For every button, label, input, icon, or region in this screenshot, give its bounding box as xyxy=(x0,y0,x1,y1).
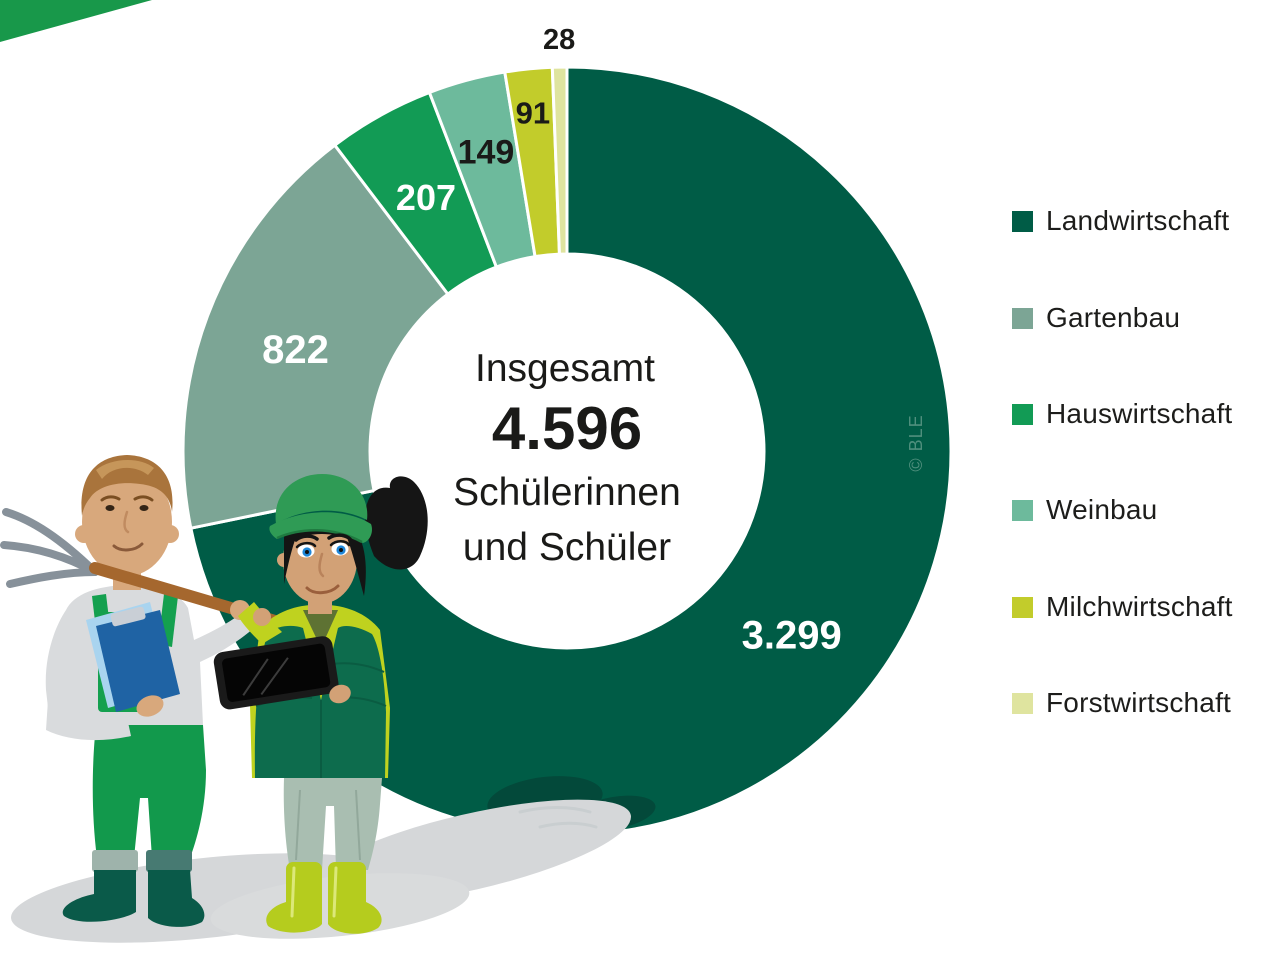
pitchfork-icon xyxy=(0,508,99,588)
man-eye xyxy=(139,505,149,511)
man-face xyxy=(82,468,172,576)
vest-seam xyxy=(331,662,385,673)
woman-ponytail xyxy=(365,476,428,570)
woman-pupil xyxy=(339,548,343,552)
man-pants xyxy=(92,725,206,858)
man-hair-highlight xyxy=(96,459,154,479)
clipboard-board xyxy=(96,610,180,712)
legend-label: Weinbau xyxy=(1046,494,1158,525)
legend-item-hauswirtschaft: Hauswirtschaft xyxy=(1012,398,1232,430)
pants-crease xyxy=(295,789,301,861)
legend-item-landwirtschaft: Landwirtschaft xyxy=(1012,205,1229,237)
pants-crease xyxy=(355,789,361,861)
legend-swatch xyxy=(1012,499,1033,521)
slice-value-forstwirtschaft: 28 xyxy=(543,24,575,56)
woman-eyebrow xyxy=(294,534,319,542)
legend-swatch xyxy=(1012,210,1033,232)
tablet-glare xyxy=(242,657,289,696)
man-nose xyxy=(123,510,130,534)
woman-eyelash xyxy=(329,540,351,547)
man-hand xyxy=(136,695,164,717)
center-line-und-schueler: und Schüler xyxy=(463,526,671,569)
woman-cap xyxy=(275,474,368,524)
corner-ribbon xyxy=(0,0,152,42)
donut-center-text: Insgesamt 4.596 Schülerinnen und Schüler xyxy=(453,347,681,569)
legend-label: Landwirtschaft xyxy=(1046,205,1230,236)
slice-value-weinbau: 149 xyxy=(458,134,515,172)
legend-item-gartenbau: Gartenbau xyxy=(1012,302,1180,334)
man-boot xyxy=(148,870,205,927)
legend-item-forstwirtschaft: Forstwirtschaft xyxy=(1012,687,1231,719)
woman-pupil xyxy=(305,550,309,554)
legend-item-weinbau: Weinbau xyxy=(1012,494,1157,526)
man-forearm xyxy=(46,700,131,741)
donut-slice-forstwirtschaft xyxy=(550,65,569,256)
woman-nose xyxy=(318,552,325,578)
legend-label: Milchwirtschaft xyxy=(1046,591,1233,622)
man-boot xyxy=(62,870,136,922)
man-mouth xyxy=(112,542,144,552)
center-line-insgesamt: Insgesamt xyxy=(475,347,655,390)
legend: Landwirtschaft Gartenbau Hauswirtschaft Wei… xyxy=(1012,0,1280,960)
woman-boot-foot xyxy=(328,902,382,934)
legend-item-milchwirtschaft: Milchwirtschaft xyxy=(1012,591,1233,623)
center-line-schuelerinnen: Schülerinnen xyxy=(453,471,681,514)
woman-boot-foot xyxy=(266,902,322,933)
legend-label: Gartenbau xyxy=(1046,302,1181,333)
man-eye xyxy=(105,505,115,511)
legend-swatch xyxy=(1012,403,1033,425)
legend-swatch xyxy=(1012,596,1033,618)
cap-brim-edge xyxy=(276,529,363,544)
farmers-illustration xyxy=(0,455,428,934)
man-eyebrow xyxy=(133,495,154,502)
boot-highlight xyxy=(332,866,338,918)
woman-eyelash xyxy=(295,541,317,549)
legend-swatch xyxy=(1012,692,1033,714)
woman-collar xyxy=(303,610,338,648)
farmer-man xyxy=(45,455,254,927)
woman-hair-side xyxy=(284,528,298,584)
slice-value-landwirtschaft: 3.299 xyxy=(742,613,842,657)
man-boot-cuff xyxy=(146,850,192,872)
slice-value-gartenbau: 822 xyxy=(262,328,329,372)
legend-label: Forstwirtschaft xyxy=(1046,687,1232,718)
woman-hand-on-handle xyxy=(253,608,271,626)
slice-value-milchwirtschaft: 91 xyxy=(516,96,550,131)
legend-label: Hauswirtschaft xyxy=(1046,398,1233,429)
watermark: © BLE xyxy=(906,414,926,471)
woman-hand-on-tablet xyxy=(329,684,351,704)
clipboard-clip xyxy=(110,606,146,627)
man-boot-cuff xyxy=(92,850,138,872)
woman-eyebrow xyxy=(327,533,352,541)
man-eyebrow xyxy=(100,495,121,502)
boot-highlight xyxy=(290,866,296,918)
donut-slice-gartenbau xyxy=(181,143,450,530)
woman-mouth xyxy=(305,584,340,595)
farmer-woman xyxy=(213,474,428,934)
slice-value-hauswirtschaft: 207 xyxy=(396,177,456,218)
tablet xyxy=(213,636,339,710)
legend-swatch xyxy=(1012,307,1033,329)
center-total-value: 4.596 xyxy=(492,395,642,462)
